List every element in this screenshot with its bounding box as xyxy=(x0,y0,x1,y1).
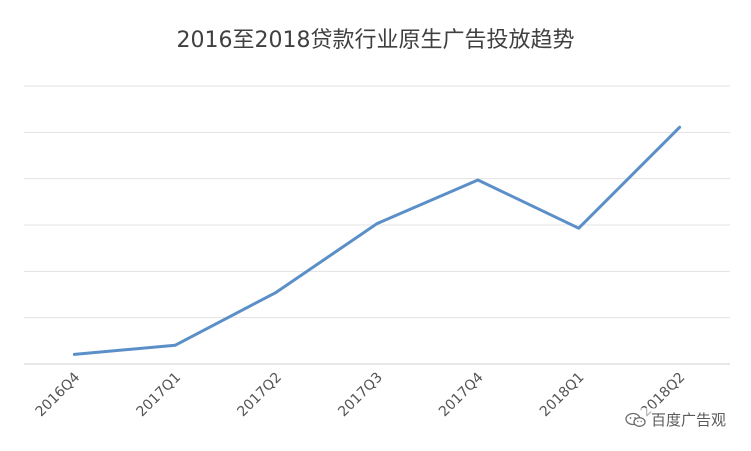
x-tick-labels: 2016Q4 2017Q1 2017Q2 2017Q3 2017Q4 2018Q1 2018… xyxy=(33,369,689,420)
x-tick-label: 2016Q4 xyxy=(33,369,84,420)
data-point xyxy=(476,178,480,182)
x-tick-label: 2017Q3 xyxy=(335,370,386,421)
data-point xyxy=(274,291,278,294)
series-line xyxy=(72,125,682,356)
data-point xyxy=(73,352,76,356)
x-tick-label: 2017Q2 xyxy=(234,370,285,421)
data-point xyxy=(678,125,681,129)
x-tick-label: 2017Q4 xyxy=(436,369,487,420)
data-point xyxy=(577,226,581,230)
x-tick-label: 2018Q1 xyxy=(537,370,588,421)
watermark-text: 百度广告观 xyxy=(650,411,726,429)
chart-title: 2016至2018贷款行业原生广告投放趋势 xyxy=(176,28,575,53)
data-point xyxy=(173,343,177,347)
wechat-icon xyxy=(625,412,647,428)
x-tick-label: 2017Q1 xyxy=(134,370,185,421)
series-line-layer xyxy=(72,125,682,356)
gridlines xyxy=(24,85,730,365)
data-point xyxy=(375,222,379,226)
watermark: 百度广告观 xyxy=(621,408,729,431)
